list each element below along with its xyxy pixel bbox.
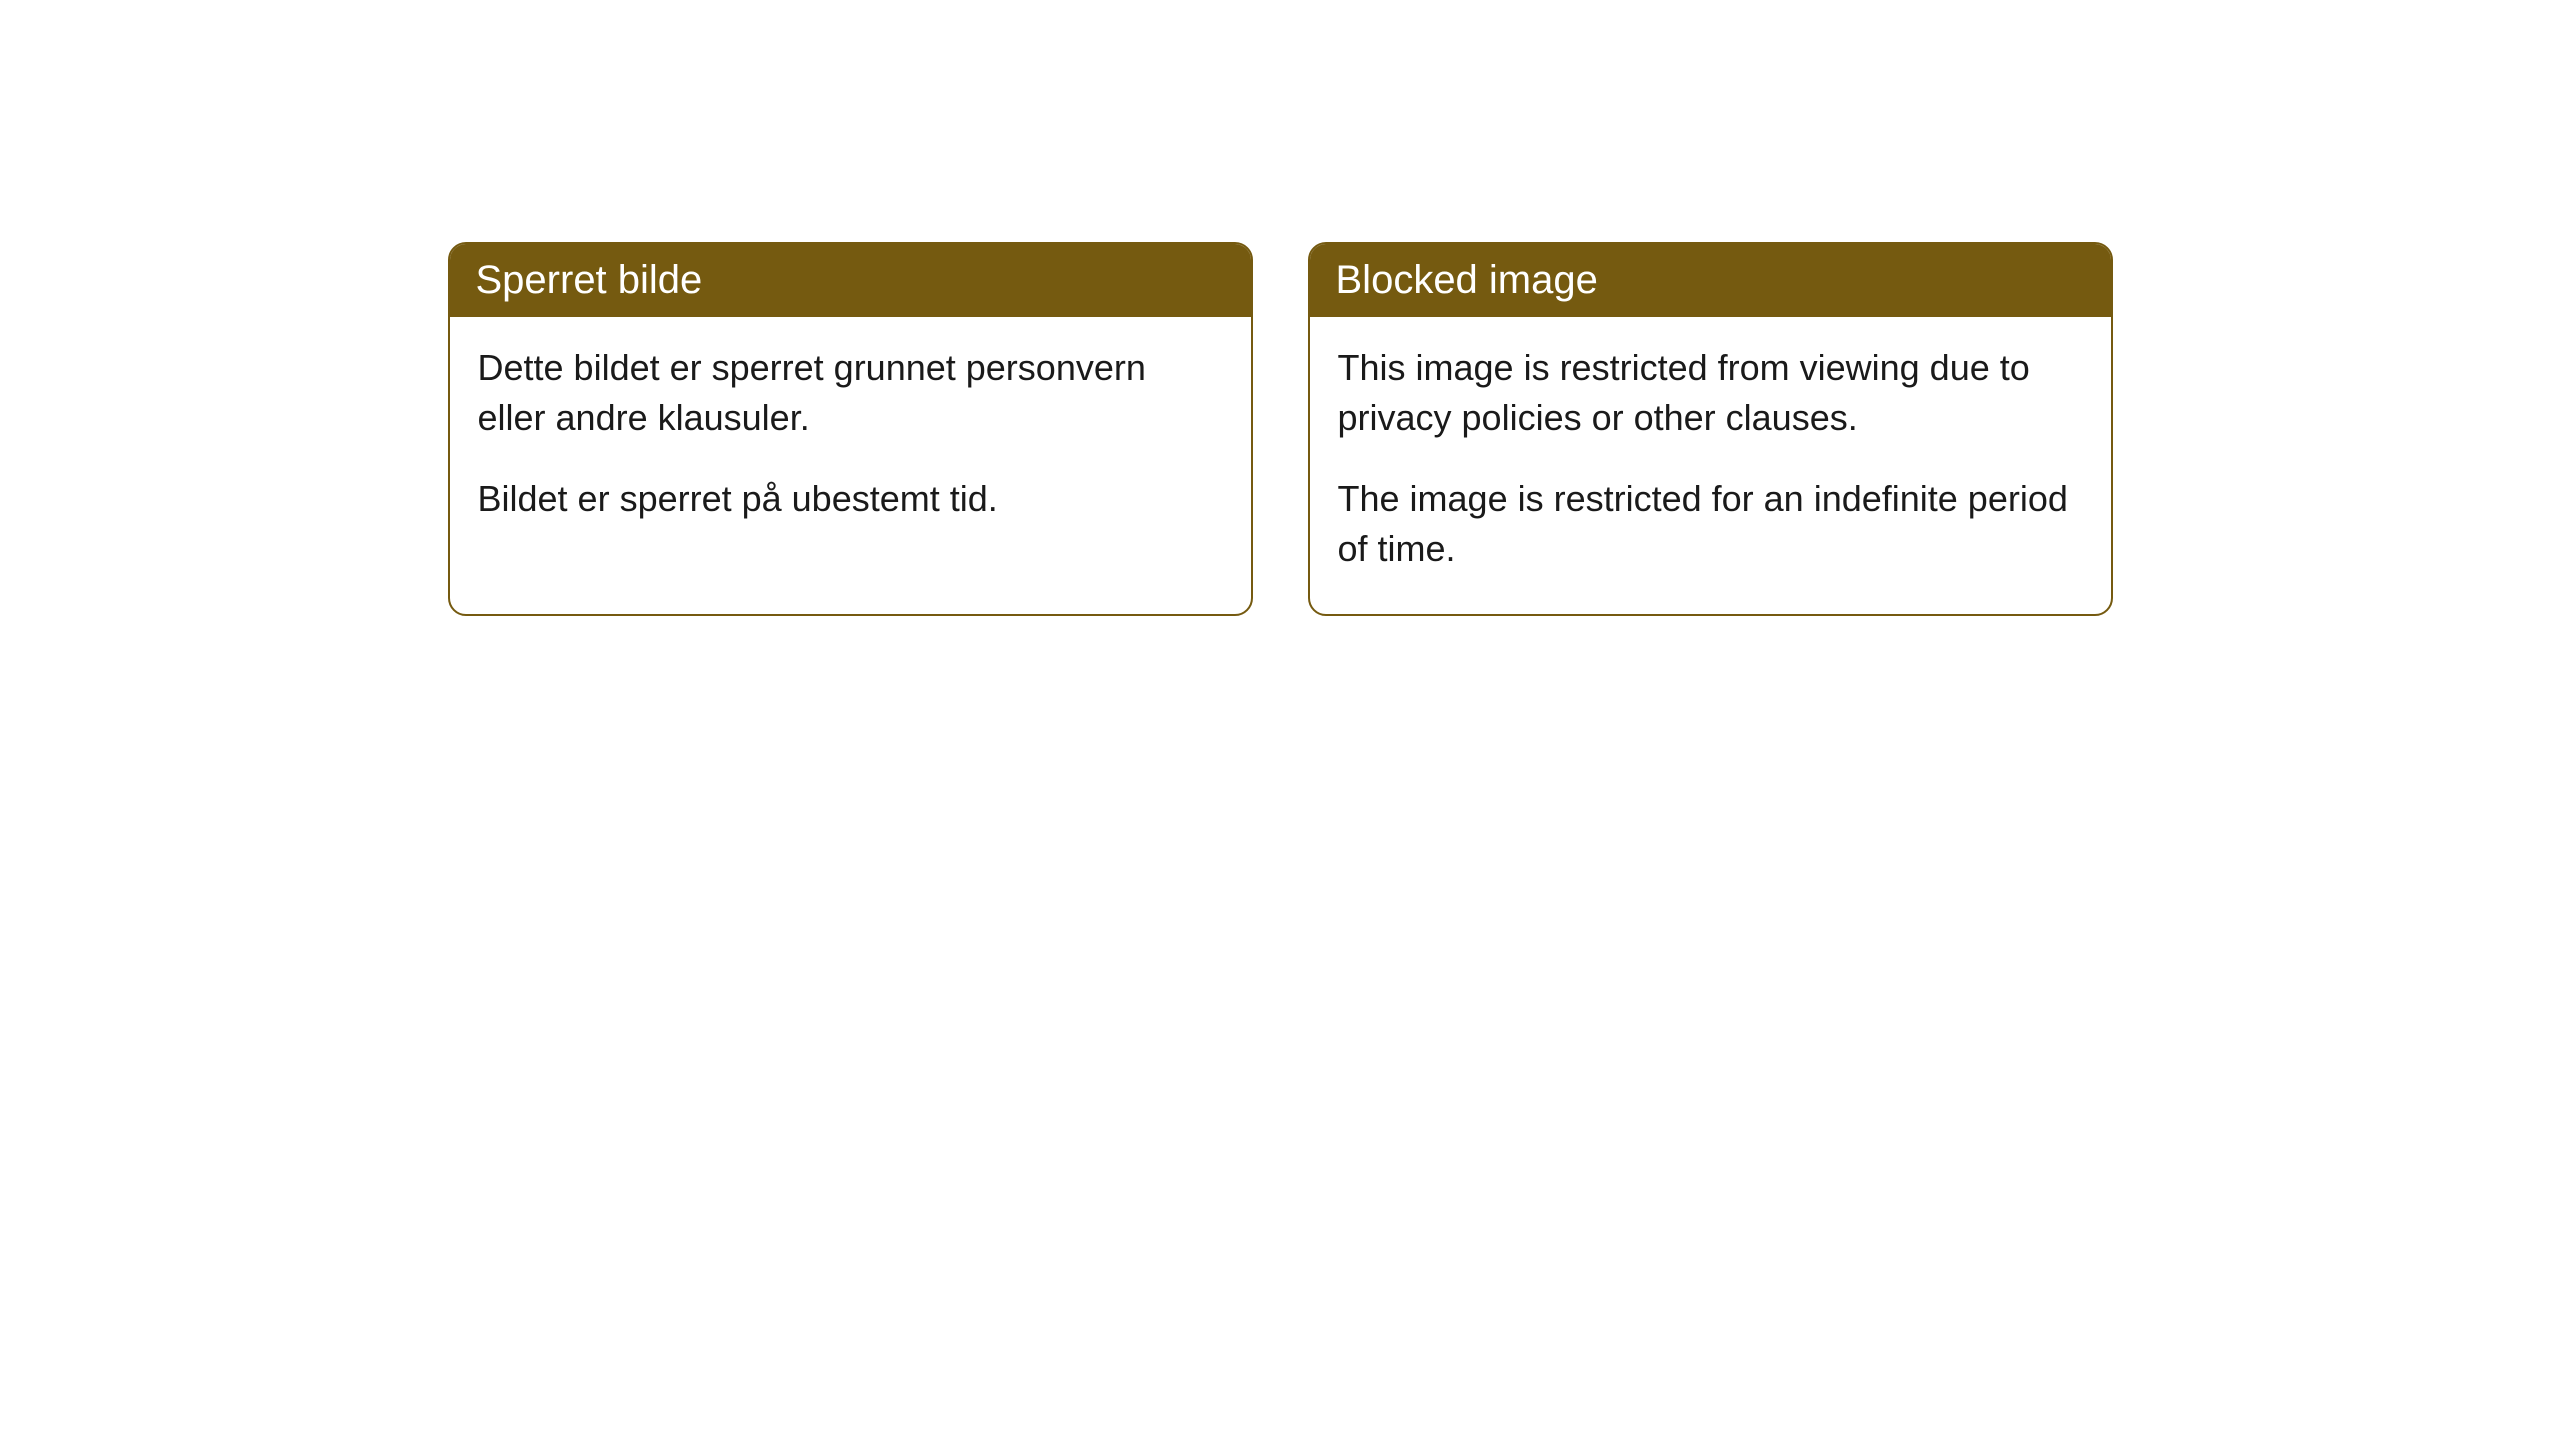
blocked-image-card-english: Blocked image This image is restricted f… bbox=[1308, 242, 2113, 616]
card-title: Blocked image bbox=[1336, 258, 1598, 302]
blocked-image-card-norwegian: Sperret bilde Dette bildet er sperret gr… bbox=[448, 242, 1253, 616]
card-body: Dette bildet er sperret grunnet personve… bbox=[450, 317, 1251, 564]
card-paragraph: Dette bildet er sperret grunnet personve… bbox=[478, 343, 1223, 442]
notice-cards-container: Sperret bilde Dette bildet er sperret gr… bbox=[0, 242, 2560, 616]
card-paragraph: This image is restricted from viewing du… bbox=[1338, 343, 2083, 442]
card-header: Blocked image bbox=[1310, 244, 2111, 317]
card-body: This image is restricted from viewing du… bbox=[1310, 317, 2111, 614]
card-paragraph: Bildet er sperret på ubestemt tid. bbox=[478, 474, 1223, 524]
card-title: Sperret bilde bbox=[476, 258, 703, 302]
card-header: Sperret bilde bbox=[450, 244, 1251, 317]
card-paragraph: The image is restricted for an indefinit… bbox=[1338, 474, 2083, 573]
